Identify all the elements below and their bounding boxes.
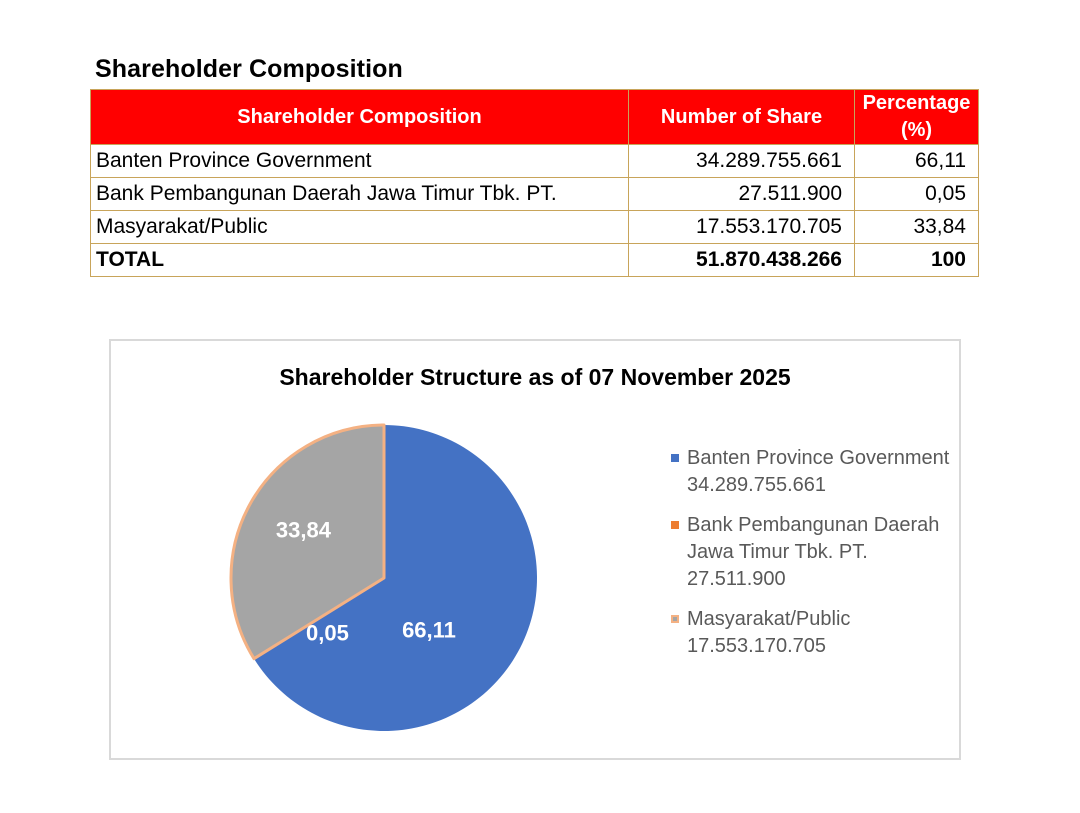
shareholder-table: Shareholder Composition Number of Share …: [90, 89, 979, 277]
legend-label: Bank Pembangunan Daerah Jawa Timur Tbk. …: [687, 514, 940, 563]
legend-swatch: [671, 615, 679, 623]
table-row: Banten Province Government 34.289.755.66…: [90, 144, 979, 178]
pie-slice: [229, 423, 386, 661]
total-percentage: 100: [854, 243, 979, 277]
row-shares: 34.289.755.661: [628, 144, 855, 178]
pie-chart: 66,11 0,05 33,84: [229, 423, 537, 731]
row-name: Bank Pembangunan Daerah Jawa Timur Tbk. …: [90, 177, 629, 211]
row-shares: 27.511.900: [628, 177, 855, 211]
total-shares: 51.870.438.266: [628, 243, 855, 277]
row-percentage: 66,11: [854, 144, 979, 178]
row-name: Banten Province Government: [90, 144, 629, 178]
chart-legend: Banten Province Government 34.289.755.661…: [671, 445, 951, 673]
legend-label: Banten Province Government: [687, 447, 950, 469]
pie-data-label: 33,84: [276, 517, 332, 542]
header-number-of-share: Number of Share: [628, 89, 855, 145]
page-title: Shareholder Composition: [95, 55, 403, 83]
row-percentage: 0,05: [854, 177, 979, 211]
table-row: Bank Pembangunan Daerah Jawa Timur Tbk. …: [90, 177, 979, 211]
pie-data-label: 0,05: [306, 620, 349, 645]
table-header-row: Shareholder Composition Number of Share …: [90, 89, 979, 145]
pie-data-label: 66,11: [402, 617, 456, 642]
table-row: Masyarakat/Public 17.553.170.705 33,84: [90, 210, 979, 244]
chart-title: Shareholder Structure as of 07 November …: [279, 364, 791, 390]
row-shares: 17.553.170.705: [628, 210, 855, 244]
legend-item: Bank Pembangunan Daerah Jawa Timur Tbk. …: [671, 512, 951, 593]
legend-value: 34.289.755.661: [687, 474, 827, 496]
row-percentage: 33,84: [854, 210, 979, 244]
legend-item: Masyarakat/Public 17.553.170.705: [671, 606, 951, 660]
total-row: TOTAL 51.870.438.266 100: [90, 243, 979, 277]
legend-value: 17.553.170.705: [687, 635, 827, 657]
header-percentage: Percentage (%): [854, 89, 979, 145]
pie-slice: [254, 425, 537, 731]
legend-swatch: [671, 454, 679, 462]
legend-item: Banten Province Government 34.289.755.661: [671, 445, 951, 499]
legend-label: Masyarakat/Public: [687, 608, 851, 630]
row-name: Masyarakat/Public: [90, 210, 629, 244]
legend-value: 27.511.900: [687, 568, 786, 590]
total-label: TOTAL: [90, 243, 629, 277]
legend-swatch: [671, 521, 679, 529]
chart-container: Shareholder Structure as of 07 November …: [109, 339, 961, 760]
header-shareholder: Shareholder Composition: [90, 89, 629, 145]
